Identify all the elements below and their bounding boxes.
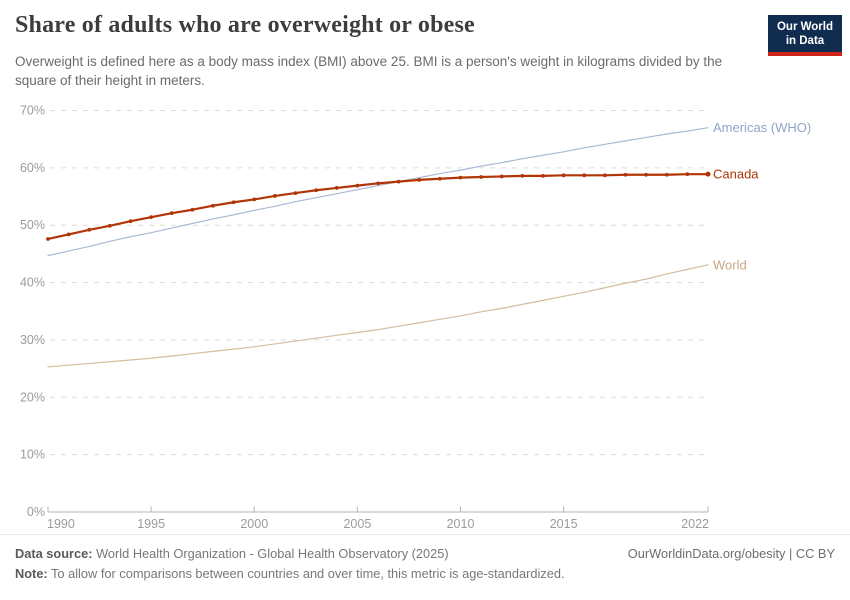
- series-marker-canada: [520, 173, 525, 178]
- y-tick-label: 20%: [20, 390, 45, 404]
- series-marker-canada: [314, 188, 319, 193]
- series-marker-canada: [644, 172, 649, 177]
- note-text: To allow for comparisons between countri…: [47, 566, 565, 581]
- series-label-americas-who[interactable]: Americas (WHO): [713, 120, 811, 135]
- y-tick-label: 50%: [20, 218, 45, 232]
- chart-svg: 0% 10% 20% 30% 40% 50% 60% 70% 1990 1995 2000 2005 2…: [20, 104, 811, 532]
- series-label-canada[interactable]: Canada: [713, 167, 759, 182]
- series-marker-canada: [602, 173, 607, 178]
- y-tick-label: 30%: [20, 333, 45, 347]
- x-tick-label: 2005: [343, 517, 371, 531]
- y-tick-label: 60%: [20, 161, 45, 175]
- series-marker-canada: [211, 203, 215, 208]
- series-marker-canada: [87, 227, 92, 232]
- chart-subtitle: Overweight is defined here as a body mas…: [15, 54, 723, 89]
- series-marker-canada: [582, 173, 587, 178]
- x-tick-label: 2015: [550, 517, 578, 531]
- x-tick-label: 2000: [240, 517, 268, 531]
- series-marker-canada: [705, 171, 711, 177]
- x-tick-label: 2010: [447, 517, 475, 531]
- series-marker-canada: [355, 183, 360, 188]
- series-marker-canada: [149, 215, 154, 220]
- owid-logo-line1: Our World: [776, 21, 833, 33]
- series-marker-canada: [128, 219, 133, 224]
- series-marker-canada: [169, 211, 174, 216]
- data-source-text: World Health Organization - Global Healt…: [92, 546, 449, 561]
- series-marker-canada: [190, 207, 195, 212]
- x-tick-label: 1995: [137, 517, 165, 531]
- series-marker-canada: [664, 172, 669, 177]
- series-line-world[interactable]: [47, 264, 709, 368]
- series-marker-canada: [272, 194, 277, 198]
- series-marker-canada: [66, 232, 71, 237]
- x-tick-label: 1990: [47, 517, 75, 531]
- series-marker-canada: [396, 179, 401, 184]
- owid-logo[interactable]: Our World in Data: [768, 15, 842, 57]
- series-marker-canada: [479, 175, 484, 179]
- y-tick-label: 70%: [20, 104, 45, 118]
- y-tick-label: 0%: [27, 505, 45, 519]
- series-marker-canada: [46, 237, 50, 241]
- series-marker-canada: [499, 174, 504, 179]
- series-marker-canada: [561, 173, 566, 178]
- series-label-world[interactable]: World: [713, 257, 747, 272]
- owid-logo-line2: in Data: [785, 35, 825, 48]
- series-marker-canada: [334, 186, 339, 190]
- series-marker-canada: [458, 175, 463, 180]
- series-marker-canada: [685, 172, 690, 177]
- series-marker-canada: [541, 173, 545, 178]
- series-marker-canada: [231, 200, 236, 205]
- footer-link[interactable]: OurWorldinData.org/obesity | CC BY: [627, 546, 835, 561]
- data-source-label: Data source:: [15, 546, 93, 561]
- y-tick-label: 40%: [20, 276, 45, 290]
- x-tick-label: 2022: [681, 517, 709, 531]
- series-marker-canada: [107, 223, 112, 228]
- series-marker-canada: [417, 178, 422, 182]
- chart-footer: Data source: World Health Organization -…: [0, 534, 850, 600]
- note-line: Note: To allow for comparisons between c…: [15, 566, 835, 581]
- series-marker-canada: [252, 197, 257, 202]
- series-marker-canada: [623, 172, 628, 177]
- series-line-americas-who[interactable]: [47, 127, 709, 257]
- series-marker-canada: [293, 191, 298, 195]
- data-source-line: Data source: World Health Organization -…: [15, 546, 449, 561]
- series-marker-canada: [376, 181, 380, 186]
- y-tick-label: 10%: [20, 448, 45, 462]
- series-marker-canada: [437, 176, 442, 181]
- page-title: Share of adults who are overweight or ob…: [15, 12, 475, 38]
- note-label: Note:: [15, 566, 48, 581]
